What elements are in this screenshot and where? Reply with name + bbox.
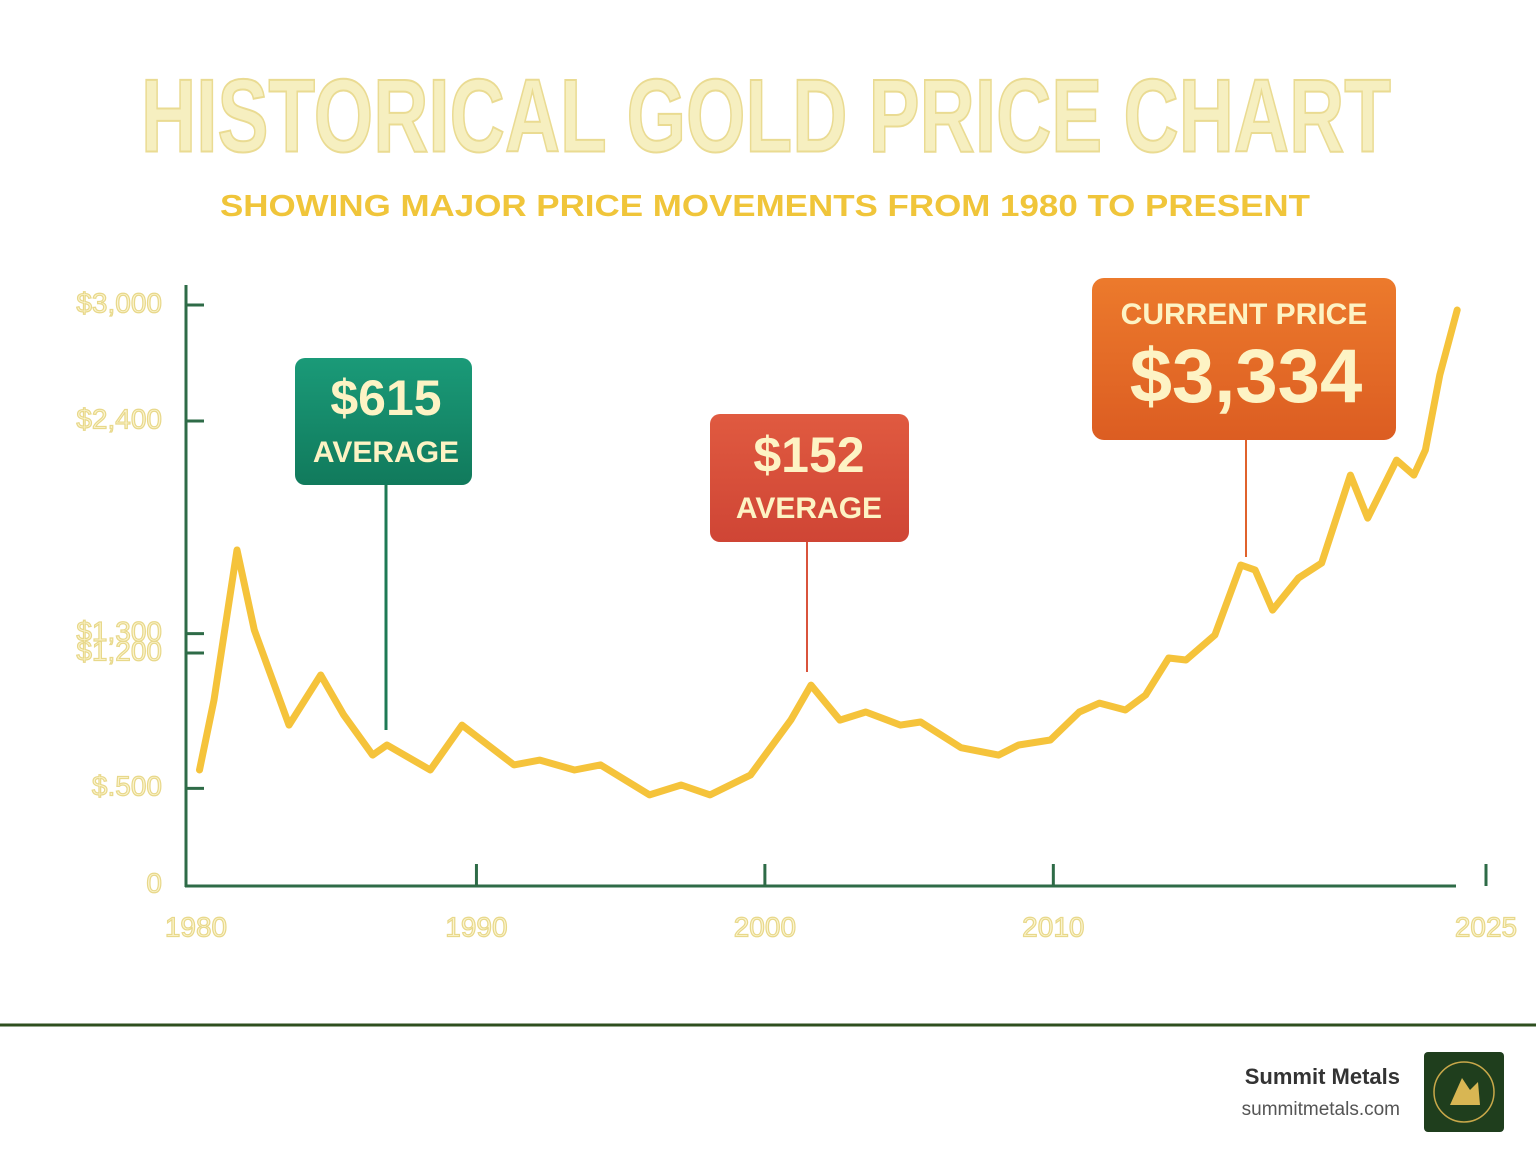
- footer-brand: Summit Metals: [1245, 1064, 1400, 1089]
- x-tick-label: 1980: [165, 911, 227, 942]
- x-tick-label: 1990: [445, 911, 507, 942]
- y-tick-label: 0: [146, 867, 162, 898]
- x-tick-label: 2025: [1455, 911, 1517, 942]
- y-tick-label: $.500: [92, 771, 162, 802]
- y-tick-label: $3,000: [76, 287, 162, 318]
- footer-url: summitmetals.com: [1242, 1099, 1400, 1120]
- price-line: [196, 306, 1461, 799]
- x-tick-label: 2010: [1022, 911, 1084, 942]
- logo-ring: [1433, 1061, 1495, 1123]
- annotation-value: $615: [330, 370, 441, 426]
- chart-title: HISTORICAL GOLD PRICE CHART: [141, 58, 1391, 174]
- chart-subtitle: SHOWING MAJOR PRICE MOVEMENTS FROM 1980 …: [220, 188, 1310, 223]
- annotation-label: CURRENT PRICE: [1121, 298, 1368, 331]
- plot: 0 $.500 $1,200 $2,400 $1,300 $3,000 1980 1990 20…: [76, 287, 1518, 943]
- annotation-label: AVERAGE: [313, 436, 459, 469]
- y-tick-label: $1,200: [76, 635, 162, 666]
- annotation-label: AVERAGE: [736, 492, 882, 525]
- y-tick-label: $2,400: [76, 403, 162, 434]
- annotation-box: [295, 358, 472, 485]
- y-tick-label: $1,300: [76, 616, 162, 647]
- annotation-value: $152: [753, 427, 864, 483]
- logo-mark: [1450, 1078, 1480, 1105]
- annotation-value: $3,334: [1130, 334, 1362, 419]
- annotation-box: [710, 414, 909, 542]
- x-tick-label: 2000: [734, 911, 796, 942]
- annotation-box: [1092, 278, 1396, 440]
